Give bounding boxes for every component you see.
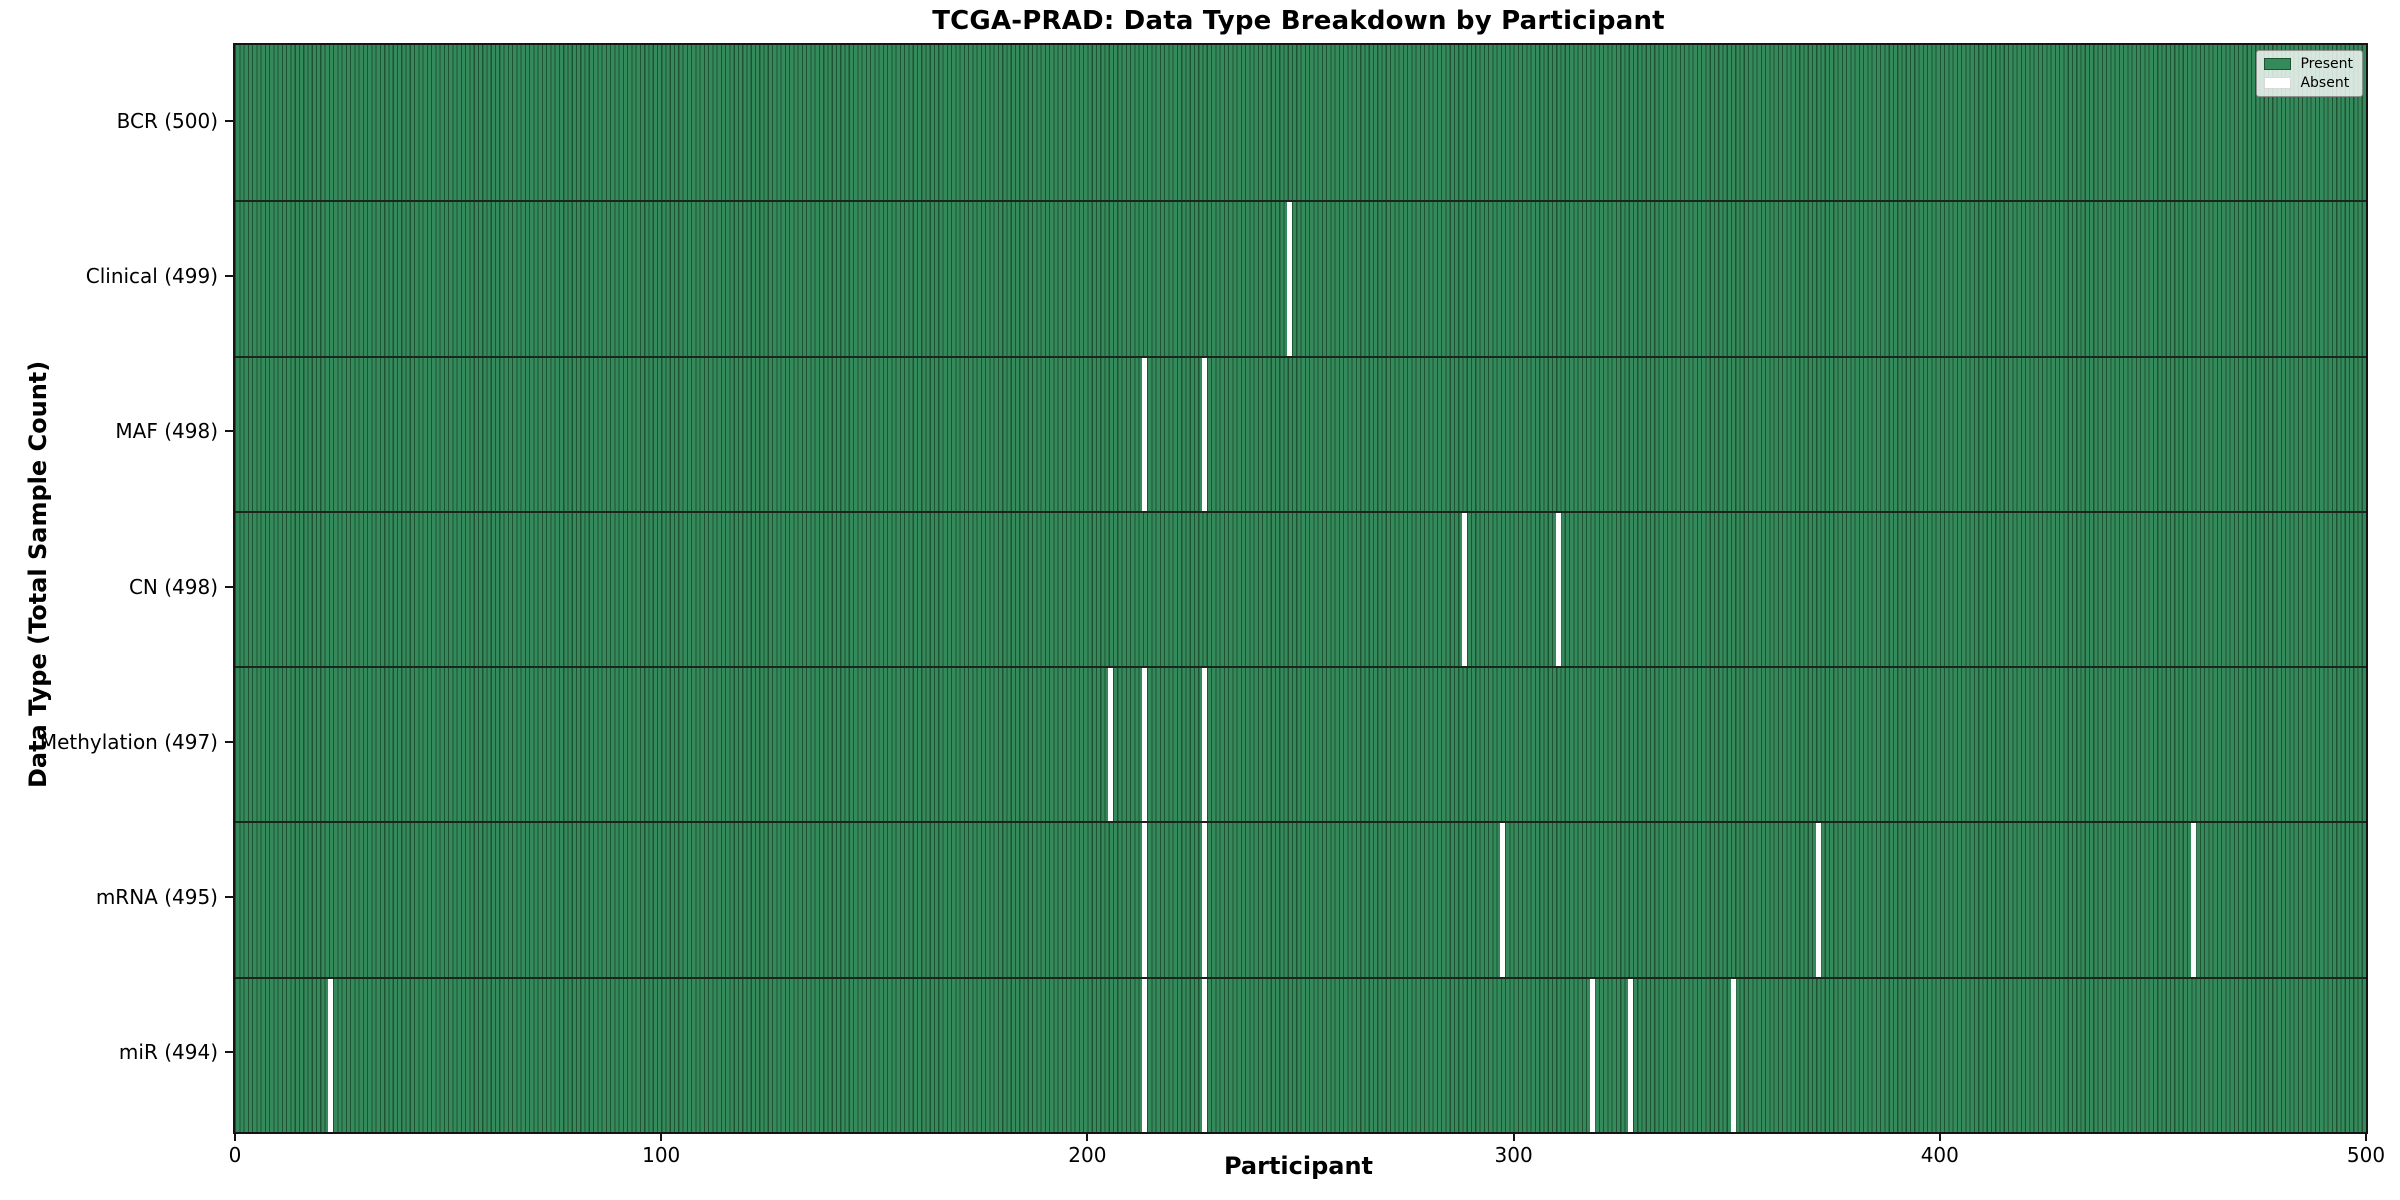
xtick-label: 500 [2346, 1143, 2386, 1167]
legend: Present Absent [2256, 50, 2363, 97]
ytick-mark [225, 896, 233, 899]
absent-gap [2190, 823, 2196, 977]
row-band-mrna [235, 821, 2366, 977]
ytick-label: Methylation (497) [39, 729, 218, 754]
legend-item-present: Present [2264, 57, 2353, 71]
ytick-label: MAF (498) [115, 419, 218, 444]
ytick-mark [225, 740, 233, 743]
absent-gap [1555, 512, 1561, 667]
present-swatch-icon [2264, 58, 2292, 70]
row-band-maf [235, 355, 2366, 511]
absent-gap [1142, 823, 1148, 977]
row-band-cn [235, 510, 2366, 667]
absent-gap [328, 978, 334, 1132]
ytick-mark [225, 430, 233, 433]
xtick-label: 100 [642, 1143, 681, 1167]
absent-gap [1500, 823, 1506, 977]
absent-swatch-icon [2264, 77, 2292, 89]
absent-gap [1462, 512, 1468, 667]
xtick-label: 200 [1068, 1143, 1107, 1167]
ytick-label: miR (494) [118, 1040, 218, 1065]
absent-gap [1815, 823, 1821, 977]
ytick-label: Clinical (499) [85, 263, 218, 288]
xtick-mark [1086, 1132, 1089, 1141]
absent-gap [1142, 668, 1148, 822]
absent-gap [1202, 978, 1208, 1132]
xtick-mark [234, 1132, 236, 1141]
xtick-mark [2365, 1132, 2367, 1141]
absent-gap [1142, 357, 1148, 511]
row-band-methylation [235, 666, 2366, 822]
ytick-label: mRNA (495) [95, 885, 218, 910]
xtick-mark [1512, 1132, 1515, 1141]
legend-label-present: Present [2300, 56, 2353, 72]
absent-gap [1108, 668, 1114, 822]
legend-label-absent: Absent [2300, 75, 2350, 91]
absent-gap [1287, 202, 1293, 356]
row-band-clinical [235, 200, 2366, 356]
ytick-mark [225, 274, 233, 277]
row-band-bcr [235, 45, 2366, 201]
absent-gap [1142, 978, 1148, 1132]
absent-gap [1589, 978, 1595, 1132]
row-band-mir [235, 976, 2366, 1132]
xtick-label: 300 [1494, 1143, 1533, 1167]
absent-gap [1730, 978, 1736, 1132]
absent-gap [1202, 823, 1208, 977]
ytick-label: BCR (500) [116, 108, 218, 133]
ytick-mark [225, 1051, 233, 1054]
plot-area: Present Absent [233, 43, 2368, 1134]
x-axis-label: Participant [1223, 1152, 1374, 1180]
ytick-label: CN (498) [128, 574, 218, 599]
xtick-mark [660, 1132, 663, 1141]
xtick-label: 400 [1920, 1143, 1959, 1167]
chart-title: TCGA-PRAD: Data Type Breakdown by Partic… [932, 6, 1665, 36]
ytick-mark [225, 585, 233, 588]
xtick-mark [1938, 1132, 1941, 1141]
absent-gap [1628, 978, 1634, 1132]
absent-gap [1202, 357, 1208, 511]
ytick-mark [225, 119, 233, 122]
xtick-label: 0 [228, 1143, 242, 1167]
absent-gap [1202, 668, 1208, 822]
legend-item-absent: Absent [2264, 76, 2353, 90]
